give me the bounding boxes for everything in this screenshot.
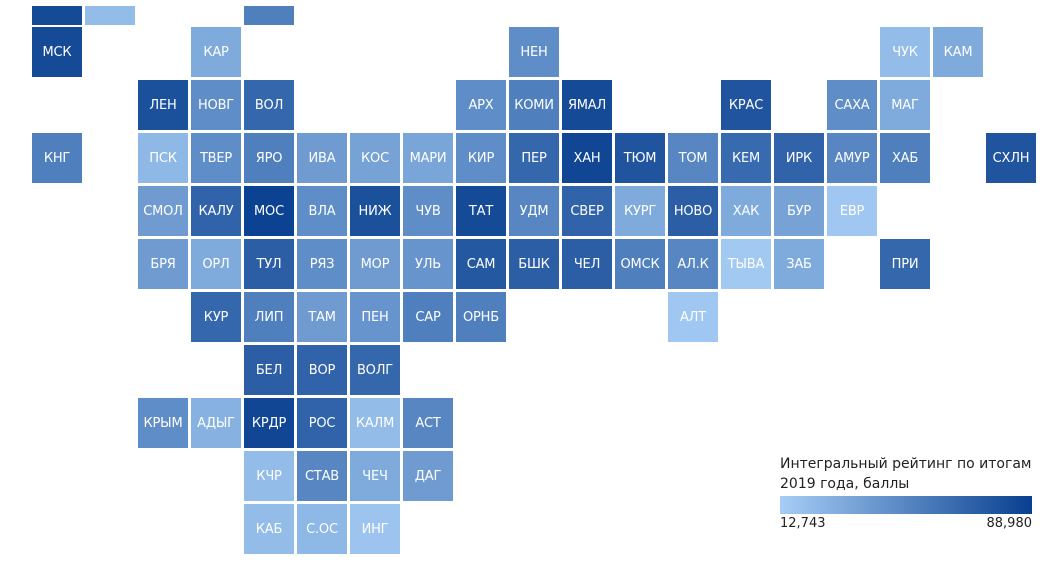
region-tile-УДМ[interactable]: УДМ [509, 186, 559, 236]
region-tile-ХАБ[interactable]: ХАБ [880, 133, 930, 183]
region-tile-ЧЕЧ[interactable]: ЧЕЧ [350, 451, 400, 501]
region-tile-ПЕН[interactable]: ПЕН [350, 292, 400, 342]
region-tile-ОРНБ[interactable]: ОРНБ [456, 292, 506, 342]
region-tile-АДЫГ[interactable]: АДЫГ [191, 398, 241, 448]
legend-min-label: 12,743 [780, 516, 826, 531]
region-tile-КИР[interactable]: КИР [456, 133, 506, 183]
region-tile-НОВГ[interactable]: НОВГ [191, 80, 241, 130]
region-tile-ЯМАЛ[interactable]: ЯМАЛ [562, 80, 612, 130]
region-tile-ТОМ[interactable]: ТОМ [668, 133, 718, 183]
region-tile-СМОЛ[interactable]: СМОЛ [138, 186, 188, 236]
region-tile-ПЕР[interactable]: ПЕР [509, 133, 559, 183]
region-tile-ВОЛ[interactable]: ВОЛ [244, 80, 294, 130]
region-tile-КАБ[interactable]: КАБ [244, 504, 294, 554]
region-tile-АЛТ[interactable]: АЛТ [668, 292, 718, 342]
region-tile-УЛЬ[interactable]: УЛЬ [403, 239, 453, 289]
region-tile-ТАТ[interactable]: ТАТ [456, 186, 506, 236]
region-tile-МОР[interactable]: МОР [350, 239, 400, 289]
region-tile-ЕВР[interactable]: ЕВР [827, 186, 877, 236]
region-tile-МСК[interactable]: МСК [32, 27, 82, 77]
region-tile-БШК[interactable]: БШК [509, 239, 559, 289]
legend-gradient-bar [780, 496, 1032, 514]
region-tile-ХАН[interactable]: ХАН [562, 133, 612, 183]
region-tile-partial[interactable] [244, 6, 294, 25]
legend-labels: 12,743 88,980 [780, 516, 1032, 531]
region-tile-КРАС[interactable]: КРАС [721, 80, 771, 130]
region-tile-БРЯ[interactable]: БРЯ [138, 239, 188, 289]
region-tile-САР[interactable]: САР [403, 292, 453, 342]
region-tile-НЕН[interactable]: НЕН [509, 27, 559, 77]
region-tile-partial[interactable] [32, 6, 82, 25]
region-tile-НИЖ[interactable]: НИЖ [350, 186, 400, 236]
region-tile-ИРК[interactable]: ИРК [774, 133, 824, 183]
legend: Интегральный рейтинг по итогам 2019 года… [780, 454, 1032, 531]
region-tile-ЗАБ[interactable]: ЗАБ [774, 239, 824, 289]
region-tile-СТАВ[interactable]: СТАВ [297, 451, 347, 501]
region-tile-ОРЛ[interactable]: ОРЛ [191, 239, 241, 289]
region-tile-КАЛМ[interactable]: КАЛМ [350, 398, 400, 448]
region-tile-КАР[interactable]: КАР [191, 27, 241, 77]
region-tile-ЧУК[interactable]: ЧУК [880, 27, 930, 77]
region-tile-КУР[interactable]: КУР [191, 292, 241, 342]
region-tile-СВЕР[interactable]: СВЕР [562, 186, 612, 236]
region-tile-САМ[interactable]: САМ [456, 239, 506, 289]
region-tile-САХА[interactable]: САХА [827, 80, 877, 130]
region-tile-ВЛА[interactable]: ВЛА [297, 186, 347, 236]
region-tile-КНГ[interactable]: КНГ [32, 133, 82, 183]
region-tile-ТАМ[interactable]: ТАМ [297, 292, 347, 342]
region-tile-АСТ[interactable]: АСТ [403, 398, 453, 448]
region-tile-КАЛУ[interactable]: КАЛУ [191, 186, 241, 236]
region-tile-МАГ[interactable]: МАГ [880, 80, 930, 130]
region-tile-ХАК[interactable]: ХАК [721, 186, 771, 236]
region-tile-КУРГ[interactable]: КУРГ [615, 186, 665, 236]
region-tile-КОС[interactable]: КОС [350, 133, 400, 183]
region-tile-ВОР[interactable]: ВОР [297, 345, 347, 395]
region-tile-КАМ[interactable]: КАМ [933, 27, 983, 77]
region-tile-НОВО[interactable]: НОВО [668, 186, 718, 236]
region-tile-ПСК[interactable]: ПСК [138, 133, 188, 183]
region-tile-КОМИ[interactable]: КОМИ [509, 80, 559, 130]
region-tile-ТУЛ[interactable]: ТУЛ [244, 239, 294, 289]
region-tile-МАРИ[interactable]: МАРИ [403, 133, 453, 183]
region-tile-АМУР[interactable]: АМУР [827, 133, 877, 183]
legend-max-label: 88,980 [986, 516, 1033, 531]
region-tile-ТВЕР[interactable]: ТВЕР [191, 133, 241, 183]
region-tile-РЯЗ[interactable]: РЯЗ [297, 239, 347, 289]
region-tile-БУР[interactable]: БУР [774, 186, 824, 236]
region-tile-ЛИП[interactable]: ЛИП [244, 292, 294, 342]
region-tile-СХЛН[interactable]: СХЛН [986, 133, 1036, 183]
region-tile-ДАГ[interactable]: ДАГ [403, 451, 453, 501]
region-tile-ТЮМ[interactable]: ТЮМ [615, 133, 665, 183]
region-tile-С.ОС[interactable]: С.ОС [297, 504, 347, 554]
region-tile-БЕЛ[interactable]: БЕЛ [244, 345, 294, 395]
region-tile-ЧУВ[interactable]: ЧУВ [403, 186, 453, 236]
region-tile-partial[interactable] [85, 6, 135, 25]
region-tile-КЧР[interactable]: КЧР [244, 451, 294, 501]
region-tile-РОС[interactable]: РОС [297, 398, 347, 448]
region-tile-ИНГ[interactable]: ИНГ [350, 504, 400, 554]
region-tile-КРДР[interactable]: КРДР [244, 398, 294, 448]
region-tile-ЯРО[interactable]: ЯРО [244, 133, 294, 183]
legend-title: Интегральный рейтинг по итогам 2019 года… [780, 456, 1032, 492]
region-tile-ИВА[interactable]: ИВА [297, 133, 347, 183]
region-tile-АЛ.К[interactable]: АЛ.К [668, 239, 718, 289]
region-tile-ВОЛГ[interactable]: ВОЛГ [350, 345, 400, 395]
region-tile-ТЫВА[interactable]: ТЫВА [721, 239, 771, 289]
region-tile-ПРИ[interactable]: ПРИ [880, 239, 930, 289]
region-tile-ЧЕЛ[interactable]: ЧЕЛ [562, 239, 612, 289]
region-tile-ОМСК[interactable]: ОМСК [615, 239, 665, 289]
region-tile-МОС[interactable]: МОС [244, 186, 294, 236]
region-tile-КЕМ[interactable]: КЕМ [721, 133, 771, 183]
region-tile-ЛЕН[interactable]: ЛЕН [138, 80, 188, 130]
region-tile-АРХ[interactable]: АРХ [456, 80, 506, 130]
region-tile-КРЫМ[interactable]: КРЫМ [138, 398, 188, 448]
